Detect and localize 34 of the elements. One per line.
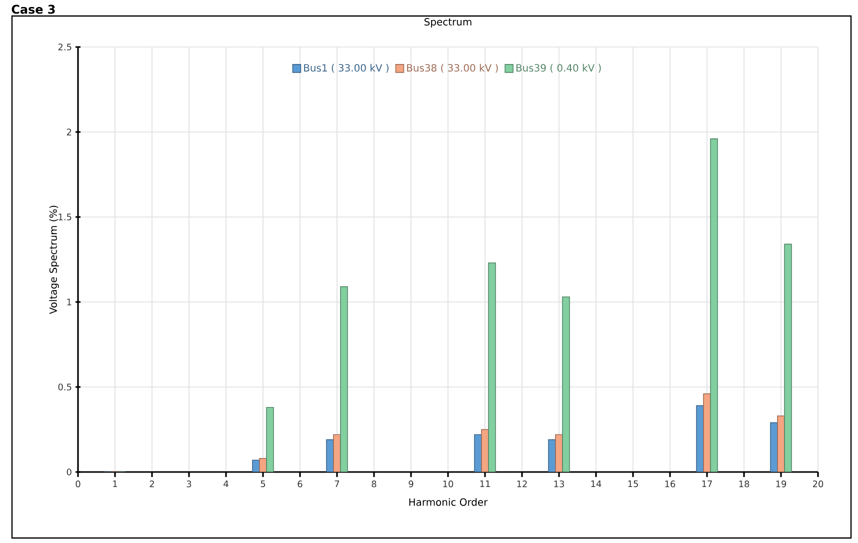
x-tick-label: 9 (408, 480, 414, 488)
y-tick-label: 1 (67, 298, 72, 306)
chart-title: Spectrum (424, 18, 472, 28)
x-tick-label: 8 (372, 480, 376, 488)
x-tick-label: 7 (334, 480, 340, 488)
legend-label: Bus38 ( 33.00 kV ) (407, 64, 498, 73)
x-tick-label: 15 (628, 480, 638, 488)
y-tick-label: 2.5 (58, 44, 72, 50)
x-tick-label: 0 (76, 480, 80, 488)
y-tick-label: 2 (66, 128, 72, 136)
legend-label: Bus39 ( 0.40 kV ) (516, 64, 601, 73)
x-axis-title: Harmonic Order (409, 498, 488, 506)
y-tick-label: 0 (66, 468, 72, 476)
x-tick-label: 1 (113, 480, 118, 488)
text: Case 3 (12, 4, 55, 14)
y-axis-title: Voltage Spectrum (%) (49, 206, 59, 314)
x-tick-label: 14 (591, 480, 602, 488)
x-tick-label: 17 (702, 480, 712, 488)
x-tick-label: 4 (224, 480, 228, 488)
x-tick-label: 3 (186, 480, 192, 488)
x-tick-label: 11 (480, 480, 490, 488)
x-tick-label: 6 (298, 480, 302, 488)
y-tick-label: 1.5 (58, 214, 72, 220)
x-tick-label: 5 (260, 480, 266, 488)
x-tick-label: 20 (812, 480, 824, 488)
x-tick-label: 2 (150, 480, 154, 488)
legend-label: Bus1 ( 33.00 kV ) (304, 64, 388, 73)
x-tick-label: 10 (443, 480, 454, 488)
x-tick-label: 12 (517, 480, 527, 488)
x-tick-label: 16 (665, 480, 676, 488)
x-tick-label: 13 (554, 480, 564, 488)
x-tick-label: 19 (776, 480, 786, 488)
x-tick-label: 18 (739, 480, 750, 488)
y-tick-label: 0.5 (58, 384, 72, 390)
